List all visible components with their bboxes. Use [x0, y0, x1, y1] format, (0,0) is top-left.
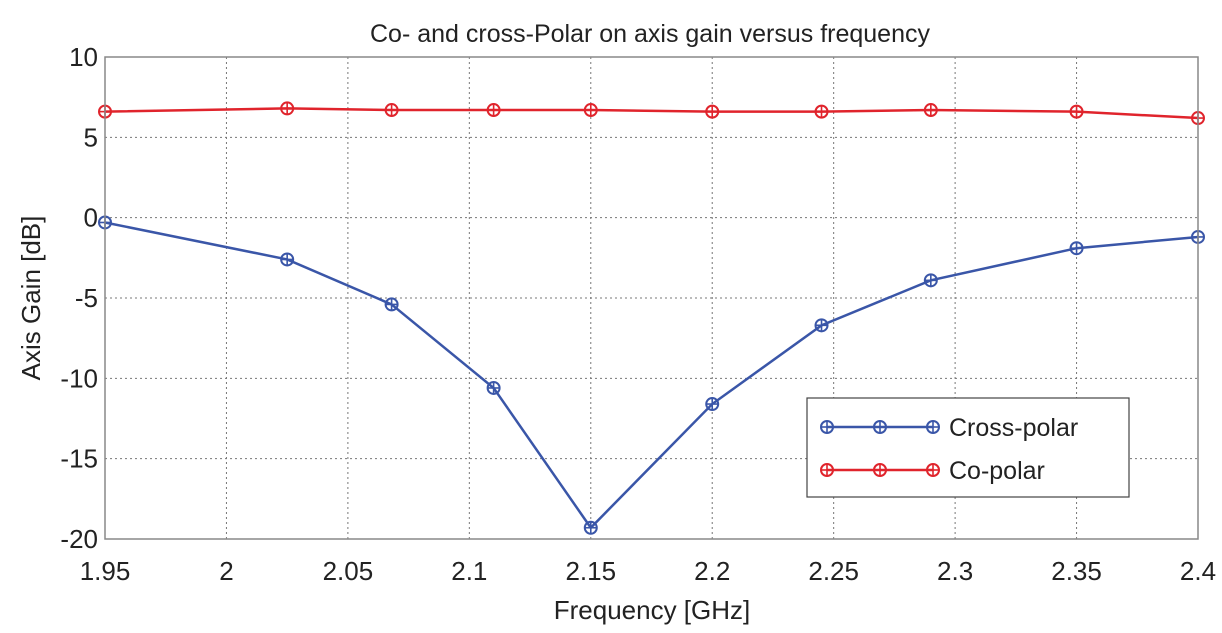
cross-polar-point [814, 318, 829, 333]
chart-title: Co- and cross-Polar on axis gain versus … [370, 20, 930, 48]
cross-polar-point [486, 380, 501, 395]
legend: Cross-polar Co-polar [806, 397, 1130, 498]
cross-polar-line [104, 221, 1199, 530]
cross-polar-point [583, 520, 598, 535]
legend-marker [820, 463, 834, 477]
x-tick-label: 2.15 [565, 556, 616, 586]
x-tick-label: 2.35 [1051, 556, 1102, 586]
cross-polar-point [1069, 241, 1084, 256]
legend-marker [820, 420, 834, 434]
co-polar-point [923, 103, 938, 118]
plot-series [98, 101, 1205, 535]
x-tick-labels: 1.95 2 2.05 2.1 2.15 2.2 2.25 2.3 2.35 2.4 [80, 556, 1216, 586]
series-co-polar [98, 101, 1205, 126]
legend-marker [873, 463, 887, 477]
y-tick-label: 10 [69, 42, 98, 72]
plot-frame [104, 56, 1199, 540]
co-polar-point [280, 101, 295, 116]
legend-label: Cross-polar [949, 414, 1078, 442]
x-tick-label: 2.2 [694, 556, 730, 586]
legend-marker [873, 420, 887, 434]
y-axis-label: Axis Gain [dB] [16, 216, 46, 381]
y-tick-label: -20 [60, 524, 98, 554]
x-tick-label: 2.4 [1180, 556, 1216, 586]
co-polar-point [583, 103, 598, 118]
cross-polar-point [384, 297, 399, 312]
legend-label: Co-polar [949, 457, 1045, 485]
co-polar-point [814, 104, 829, 119]
co-polar-line [104, 107, 1199, 120]
legend-box [806, 397, 1130, 498]
legend-marker [926, 463, 940, 477]
cross-polar-point [923, 273, 938, 288]
x-tick-label: 2.1 [451, 556, 487, 586]
x-tick-label: 2.3 [937, 556, 973, 586]
cross-polar-point [705, 397, 720, 412]
x-tick-label: 2.25 [808, 556, 859, 586]
legend-item-co-polar: Co-polar [820, 457, 1045, 485]
co-polar-point [486, 103, 501, 118]
co-polar-point [1069, 104, 1084, 119]
legend-marker [926, 420, 940, 434]
y-tick-label: -15 [60, 444, 98, 474]
co-polar-point [705, 104, 720, 119]
y-tick-label: -5 [75, 283, 98, 313]
y-tick-labels: 10 5 0 -5 -10 -15 -20 [60, 42, 98, 554]
y-tick-label: 0 [84, 203, 98, 233]
legend-item-cross-polar: Cross-polar [820, 414, 1078, 442]
y-tick-label: 5 [84, 122, 98, 152]
co-polar-point [384, 103, 399, 118]
x-tick-label: 1.95 [80, 556, 131, 586]
y-tick-label: -10 [60, 363, 98, 393]
x-axis-label: Frequency [GHz] [554, 595, 751, 625]
x-tick-label: 2 [219, 556, 233, 586]
x-tick-label: 2.05 [323, 556, 374, 586]
cross-polar-point [280, 252, 295, 267]
